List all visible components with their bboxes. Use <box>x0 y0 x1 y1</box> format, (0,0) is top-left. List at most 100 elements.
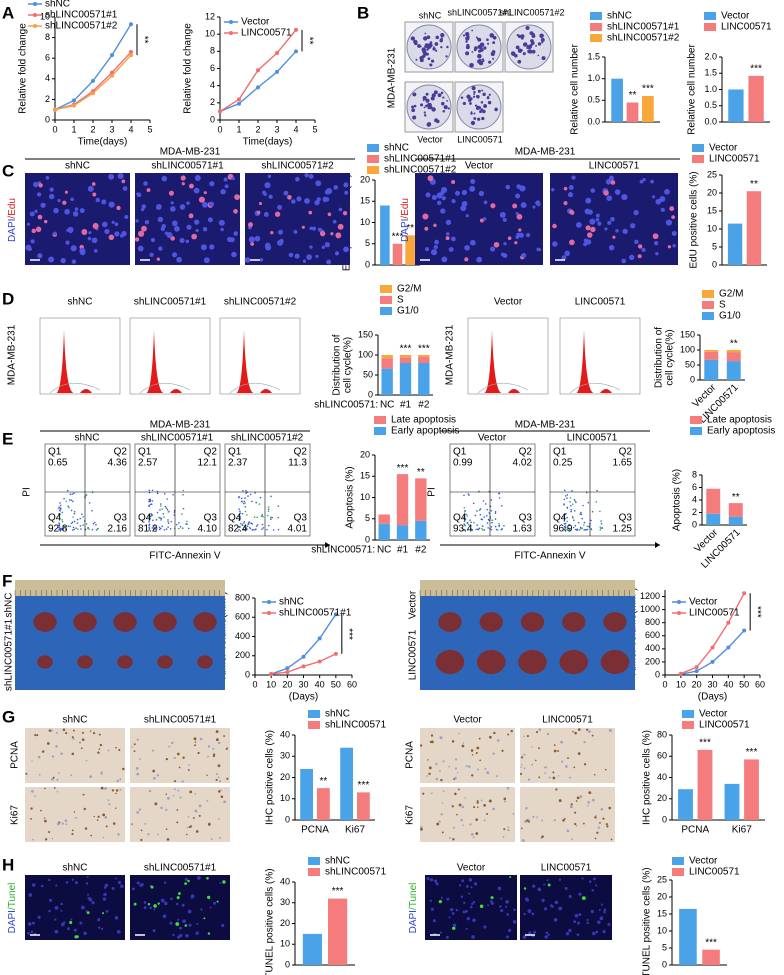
event <box>73 510 76 513</box>
event <box>570 504 572 507</box>
event <box>483 516 486 518</box>
event <box>481 518 484 521</box>
colony <box>411 105 414 109</box>
g2-peak <box>508 389 520 393</box>
cell <box>496 739 500 742</box>
x-tick-label: Ki67 <box>345 825 365 836</box>
legend-label: Vector <box>689 856 718 867</box>
colony <box>483 46 487 50</box>
x-tick-label: 2 <box>255 124 260 134</box>
event <box>148 519 151 521</box>
event <box>490 499 493 501</box>
event <box>148 500 150 503</box>
colony <box>426 44 432 50</box>
event <box>169 528 172 530</box>
cell <box>315 254 319 258</box>
cell <box>472 918 476 923</box>
cell <box>152 749 155 752</box>
event <box>480 527 483 530</box>
event <box>158 516 160 519</box>
y-tick-label: 25 <box>657 874 667 884</box>
cell <box>181 903 185 907</box>
tumor <box>559 649 589 675</box>
cell <box>188 826 191 829</box>
cell <box>157 216 164 223</box>
event <box>498 524 500 527</box>
event <box>68 506 70 509</box>
event <box>159 503 162 505</box>
x-tick-label: #2 <box>415 545 427 556</box>
cell <box>217 741 221 745</box>
cell <box>506 786 510 790</box>
g1-peak <box>484 330 502 393</box>
fit-curve <box>569 382 621 394</box>
cell <box>476 746 480 750</box>
colony <box>473 112 476 115</box>
legend-marker <box>33 13 37 17</box>
cell <box>528 931 532 935</box>
cell <box>152 769 156 773</box>
event <box>476 510 478 512</box>
cell <box>81 738 85 742</box>
x-tick-label: 1 <box>236 124 241 134</box>
cell <box>548 776 551 779</box>
colony <box>417 44 421 48</box>
cell <box>133 902 137 906</box>
event <box>581 517 584 520</box>
event <box>243 522 245 525</box>
cell <box>441 802 444 804</box>
quadrant-value: 0.99 <box>453 458 473 469</box>
quadrant-name: Q2 <box>619 447 633 458</box>
point <box>129 22 133 27</box>
point <box>275 69 279 74</box>
bar-segment <box>381 358 393 369</box>
cell <box>37 755 41 759</box>
cell <box>597 826 601 829</box>
event <box>162 513 165 515</box>
cell <box>429 899 432 902</box>
cell <box>136 192 142 198</box>
point <box>110 53 114 58</box>
cell <box>470 749 474 752</box>
event <box>471 529 474 531</box>
cell <box>185 833 188 836</box>
cell <box>40 884 44 888</box>
cell <box>87 185 94 192</box>
cell <box>451 236 456 242</box>
y-tick-label: 5 <box>365 513 370 523</box>
event <box>590 519 592 522</box>
cell <box>74 881 78 885</box>
event <box>261 523 264 526</box>
event <box>254 492 256 494</box>
cell <box>565 765 568 768</box>
cell <box>71 736 74 739</box>
cell <box>525 807 528 810</box>
cell <box>492 752 495 755</box>
cell <box>308 210 313 215</box>
cell <box>440 813 443 816</box>
cell <box>633 209 639 216</box>
tumor <box>197 655 213 669</box>
cell <box>466 916 470 921</box>
cell <box>165 808 168 812</box>
cell <box>588 880 592 883</box>
event <box>85 523 88 525</box>
y-tick-label: 200 <box>645 656 660 666</box>
cell <box>427 175 434 182</box>
cell <box>218 818 220 820</box>
event <box>61 511 64 514</box>
cell <box>456 813 458 816</box>
tumor <box>518 649 547 675</box>
event <box>255 501 258 504</box>
cell <box>306 254 313 260</box>
event <box>158 528 161 531</box>
event <box>564 526 567 529</box>
cell <box>192 817 195 819</box>
cell <box>535 200 541 206</box>
cell <box>209 244 215 250</box>
cell <box>610 216 615 222</box>
bar <box>302 933 322 965</box>
cell <box>483 819 486 822</box>
cell <box>149 252 154 258</box>
cell <box>461 189 468 196</box>
